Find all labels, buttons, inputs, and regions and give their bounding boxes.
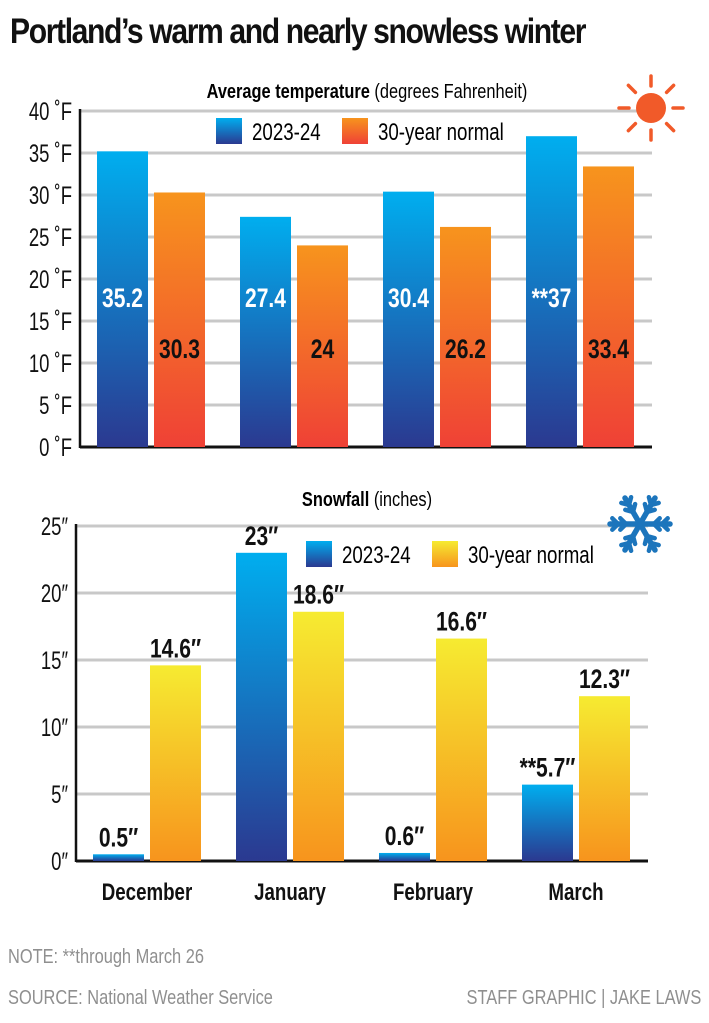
bar-2023-24 [240, 216, 291, 447]
bar-2023-24 [383, 191, 434, 447]
y-tick-label: 15″ [41, 646, 68, 674]
legend-label-2023-24: 2023-24 [342, 542, 411, 569]
sun-ray [626, 121, 638, 133]
legend-label-normal: 30-year normal [378, 119, 504, 146]
x-tick-label: January [254, 879, 326, 906]
data-label: 33.4 [588, 335, 629, 365]
y-tick-label: 25″ [41, 512, 68, 540]
y-tick-label: 20 ˚F [29, 265, 72, 293]
snowflake-branch [651, 521, 662, 532]
bar-30-year-normal [297, 245, 348, 447]
data-label: 27.4 [245, 284, 286, 314]
snowflake-branch [648, 500, 661, 508]
legend-label-normal: 30-year normal [468, 542, 594, 569]
bar-2023-24 [522, 784, 573, 861]
snowflake-branch [646, 540, 654, 554]
sun-icon [617, 74, 685, 142]
credit-line: STAFF GRAPHIC | JAKE LAWS [466, 987, 701, 1009]
temperature-chart: Average temperature (degrees Fahrenheit)… [29, 74, 685, 462]
data-label: 18.6″ [293, 580, 344, 610]
bar-2023-24 [236, 552, 287, 861]
y-tick-label: 15 ˚F [29, 307, 72, 335]
y-tick-label: 10 ˚F [29, 349, 72, 377]
y-tick-label: 20″ [41, 579, 68, 607]
snowfall-title-rest: (inches) [374, 487, 432, 510]
bar-2023-24 [97, 151, 148, 447]
data-label: 0.6″ [385, 822, 425, 852]
bar-2023-24 [379, 852, 430, 861]
snowflake-branch [642, 533, 650, 547]
y-tick-label: 0″ [51, 847, 68, 875]
data-label: 23″ [245, 521, 279, 551]
data-label: 12.3″ [579, 665, 630, 695]
snowflake-branch [659, 521, 670, 532]
y-tick-label: 5 ˚F [39, 391, 72, 419]
y-tick-label: 25 ˚F [29, 223, 72, 251]
sun-ray [664, 83, 676, 95]
data-label: 30.4 [388, 284, 429, 314]
bar-30-year-normal [579, 696, 630, 861]
bar-30-year-normal [150, 665, 201, 861]
snowflake-branch [618, 516, 629, 527]
y-tick-label: 5″ [51, 780, 68, 808]
snowfall-chart: Snowfall (inches) 0″ 5″ 10″ 15″ 20″ 25″ 0.5″ 1… [41, 487, 673, 906]
data-label: 26.2 [445, 335, 486, 365]
snowflake-branch [644, 507, 657, 515]
snowflake-branch [619, 540, 632, 548]
temperature-title-bold: Average temperature [207, 79, 370, 102]
data-label: 30.3 [159, 335, 200, 365]
sun-ray [664, 121, 676, 133]
snowflake-branch [623, 533, 636, 541]
data-label: 14.6″ [150, 634, 201, 664]
page-title: Portland’s warm and nearly snowless wint… [10, 12, 586, 51]
data-label: 35.2 [102, 284, 143, 314]
bar-2023-24 [93, 854, 144, 861]
data-label: **5.7″ [520, 753, 576, 783]
bar-30-year-normal [436, 638, 487, 861]
y-tick-label: 30 ˚F [29, 181, 72, 209]
legend-swatch-2023-24 [306, 541, 332, 567]
y-tick-label: 35 ˚F [29, 139, 72, 167]
temperature-legend: 2023-24 30-year normal [216, 118, 504, 146]
temperature-chart-title: Average temperature (degrees Fahrenheit) [207, 79, 528, 102]
y-tick-label: 0 ˚F [39, 433, 72, 461]
legend-swatch-normal [342, 118, 368, 144]
bar-2023-24 [526, 136, 577, 447]
snowflake-branch [610, 516, 621, 527]
sun-disc [636, 93, 666, 123]
snowflake-branch [630, 501, 638, 515]
sun-ray [626, 83, 638, 95]
snowfall-chart-title: Snowfall (inches) [302, 487, 432, 510]
legend-swatch-2023-24 [216, 118, 242, 144]
bar-30-year-normal [583, 166, 634, 447]
bar-30-year-normal [440, 226, 491, 447]
source-note: SOURCE: National Weather Service [8, 987, 273, 1009]
footnote: NOTE: **through March 26 [8, 946, 204, 968]
x-tick-label: December [102, 879, 193, 906]
legend-label-2023-24: 2023-24 [252, 119, 321, 146]
data-label: 0.5″ [99, 823, 139, 853]
bar-30-year-normal [154, 192, 205, 447]
legend-swatch-normal [432, 541, 458, 567]
y-tick-label: 40 ˚F [29, 97, 72, 125]
data-label: **37 [532, 284, 572, 314]
snowflake-branch [626, 494, 634, 508]
x-tick-label: February [393, 879, 473, 906]
data-label: 24 [311, 335, 335, 365]
temperature-title-rest: (degrees Fahrenheit) [374, 79, 527, 102]
snowfall-legend: 2023-24 30-year normal [306, 541, 594, 569]
y-tick-label: 10″ [41, 713, 68, 741]
x-tick-label: March [548, 879, 603, 906]
data-label: 16.6″ [436, 607, 487, 637]
snowflake-icon [607, 494, 673, 554]
bar-30-year-normal [293, 611, 344, 861]
snowfall-title-bold: Snowfall [302, 487, 369, 510]
